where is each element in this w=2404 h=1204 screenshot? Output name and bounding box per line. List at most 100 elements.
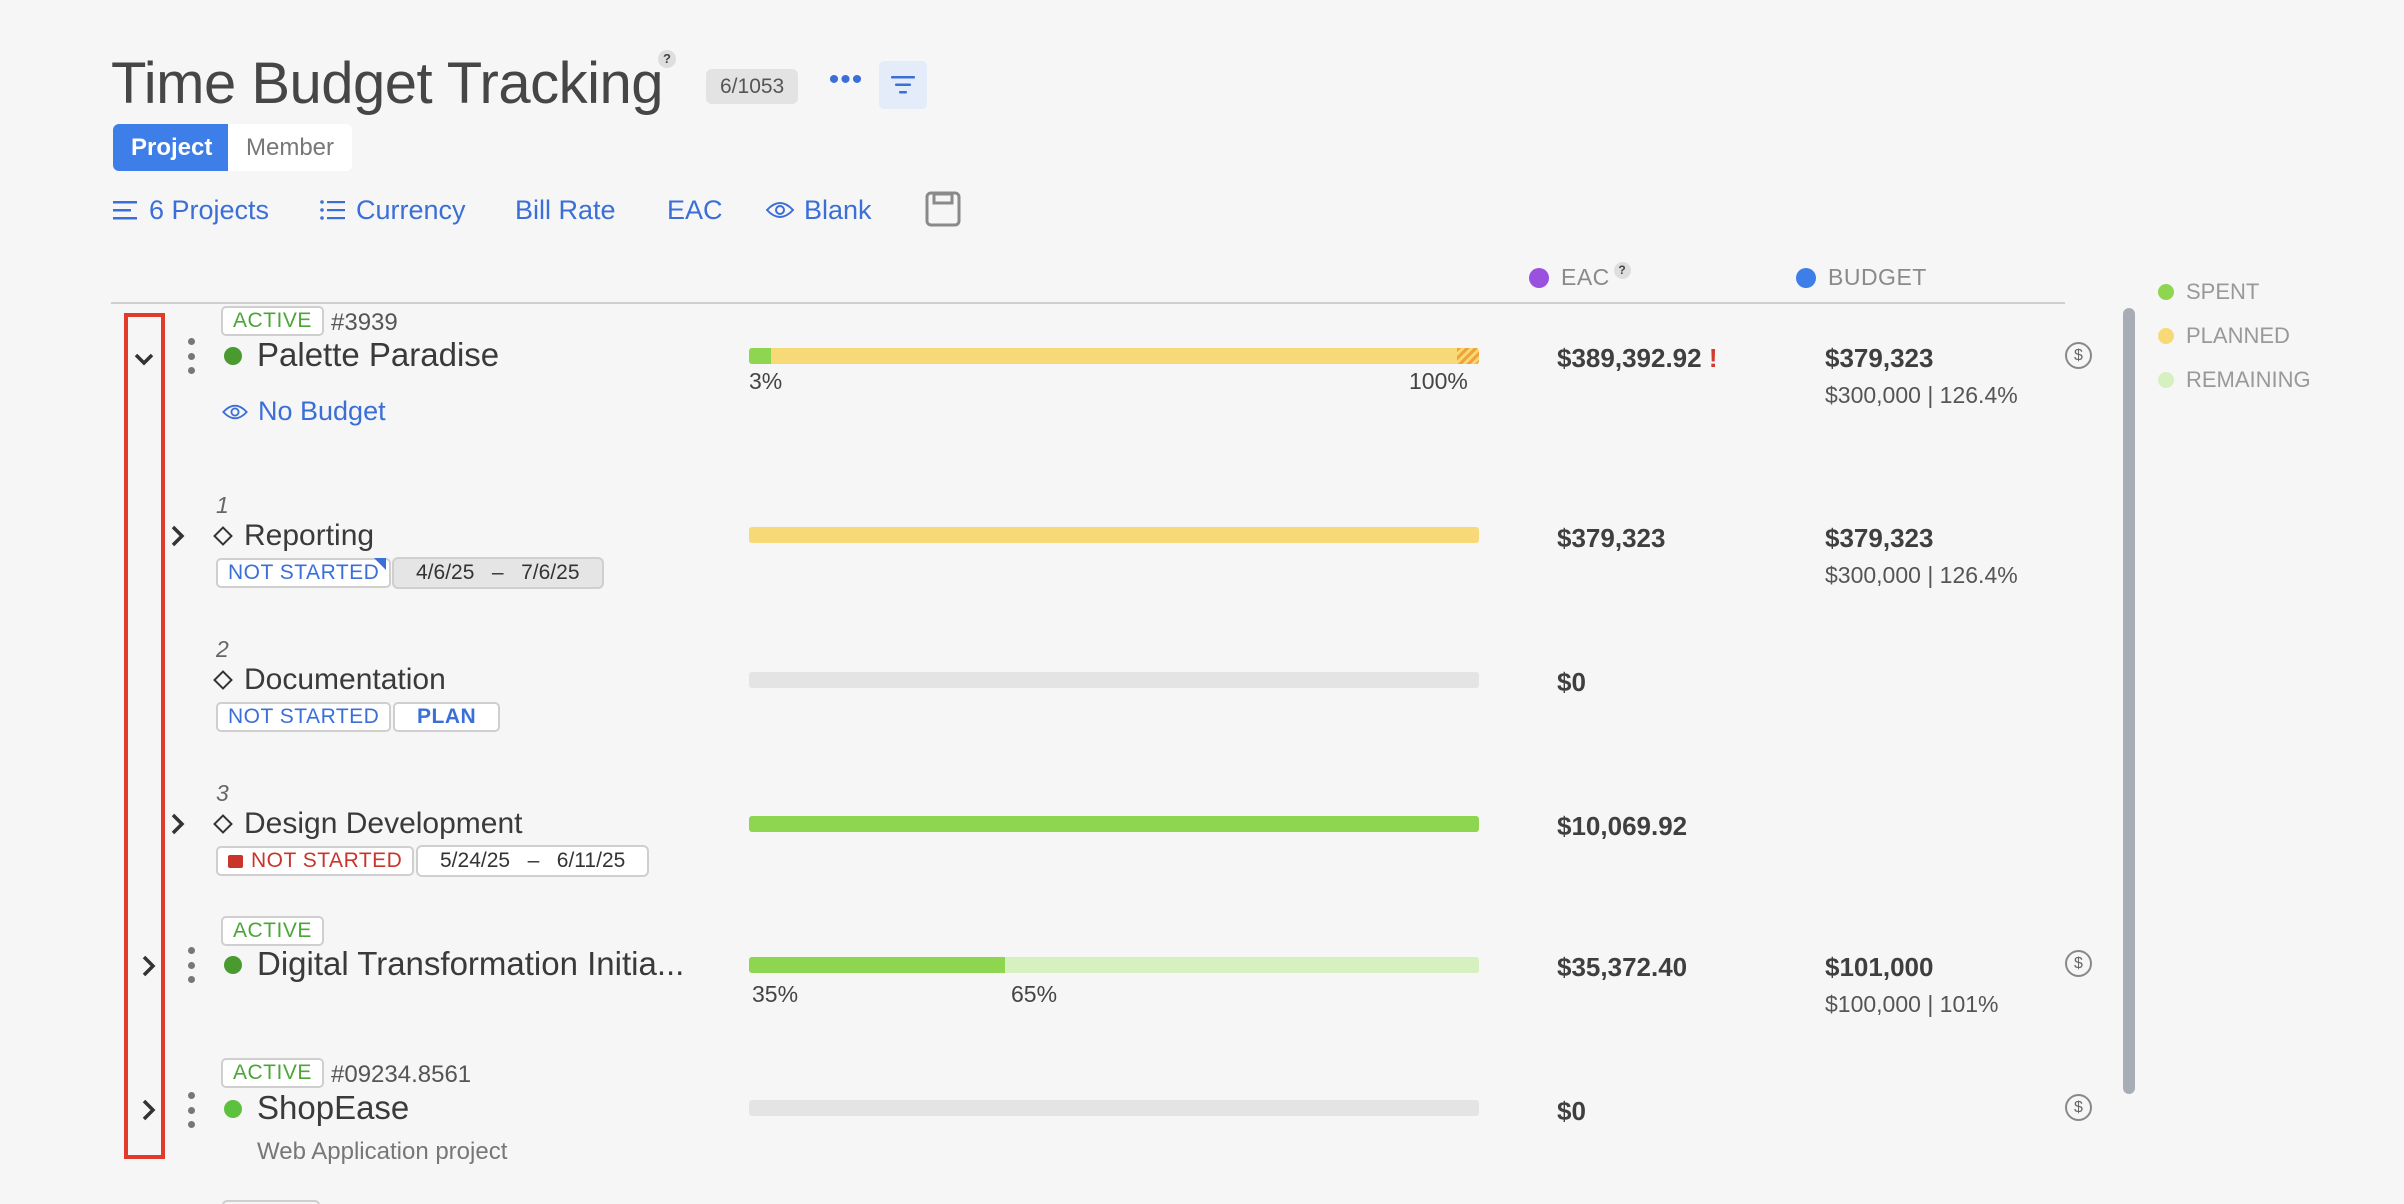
project-name[interactable]: Digital Transformation Initia...: [257, 945, 685, 982]
currency-selector[interactable]: Currency: [320, 190, 466, 230]
row-menu-icon[interactable]: [186, 947, 196, 983]
save-view-button[interactable]: [925, 191, 961, 232]
project-description: Web Application project: [257, 1138, 508, 1165]
phase-date-range[interactable]: 4/6/25 – 7/6/25: [392, 557, 604, 589]
bar-spent-segment: [749, 957, 1005, 973]
budget-column-label: BUDGET: [1828, 264, 1927, 290]
bulleted-list-icon: [320, 200, 345, 220]
budget-value: $379,323: [1825, 523, 1934, 553]
chevron-right-icon[interactable]: [136, 953, 162, 979]
legend-planned-label: PLANNED: [2186, 323, 2290, 348]
dollar-icon[interactable]: $: [2065, 950, 2092, 977]
project-count-badge: 6/1053: [706, 69, 799, 104]
blank-toggle[interactable]: Blank: [766, 190, 872, 230]
bar-spent-segment: [749, 348, 771, 364]
phase-name[interactable]: Design Development: [212, 807, 522, 841]
help-icon[interactable]: ?: [658, 50, 676, 68]
project-id: #3939: [331, 309, 398, 336]
legend-spent: SPENT: [2158, 279, 2259, 305]
budget-detail: $300,000 | 126.4%: [1825, 382, 2018, 408]
vertical-scrollbar[interactable]: [2123, 308, 2135, 1094]
project-status-dot: [224, 1100, 242, 1118]
progress-bar[interactable]: [749, 348, 1479, 364]
progress-bar[interactable]: [749, 672, 1479, 688]
next-row-badge: [222, 1200, 320, 1204]
phase-date-separator: –: [491, 561, 504, 584]
filter-icon: [891, 76, 915, 94]
phase-name[interactable]: Documentation: [212, 663, 446, 697]
chevron-right-icon[interactable]: [165, 523, 191, 549]
phase-date-range[interactable]: 5/24/25 – 6/11/25: [416, 845, 650, 877]
eac-color-dot: [1529, 267, 1549, 288]
eac-column-label: EAC: [1561, 264, 1610, 290]
legend-remaining-dot: [2158, 372, 2174, 388]
progress-bar[interactable]: [749, 816, 1479, 832]
budget-detail: $100,000 | 101%: [1825, 991, 1999, 1017]
currency-selector-label: Currency: [356, 195, 466, 225]
plan-badge[interactable]: PLAN: [393, 702, 501, 732]
phase-date-end: 6/11/25: [556, 849, 626, 872]
bar-overrun-segment: [1457, 348, 1479, 364]
page-title: Time Budget Tracking: [111, 51, 664, 116]
archive-icon: [228, 854, 243, 868]
eac-column-header: EAC ?: [1529, 262, 1631, 291]
legend-spent-label: SPENT: [2186, 279, 2260, 304]
project-id: #09234.8561: [331, 1061, 472, 1088]
chevron-right-icon[interactable]: [165, 811, 191, 837]
phase-status-badge: NOT STARTED: [216, 702, 392, 732]
eac-amount: $389,392.92: [1557, 343, 1702, 373]
phase-status-badge: NOT STARTED: [216, 846, 415, 876]
no-budget-link[interactable]: No Budget: [222, 396, 386, 427]
projects-selector-label: 6 Projects: [149, 195, 270, 225]
diamond-icon: [213, 526, 233, 546]
row-menu-icon[interactable]: [186, 338, 196, 374]
view-toggle-member[interactable]: Member: [228, 124, 353, 171]
warning-icon: !: [1708, 343, 1718, 373]
chevron-right-icon[interactable]: [136, 1097, 162, 1123]
status-badge: ACTIVE: [221, 1058, 324, 1088]
budget-detail: $300,000 | 126.4%: [1825, 562, 2018, 588]
eye-icon: [766, 202, 794, 218]
eac-value: $0: [1557, 1096, 1586, 1126]
eac-help-icon[interactable]: ?: [1613, 262, 1631, 279]
projects-selector[interactable]: 6 Projects: [113, 190, 269, 230]
progress-bar[interactable]: [749, 527, 1479, 543]
eac-selector[interactable]: EAC: [667, 195, 723, 225]
progress-bar[interactable]: [749, 957, 1479, 973]
project-name[interactable]: ShopEase: [257, 1089, 410, 1126]
more-options-icon[interactable]: •••: [828, 63, 864, 96]
header-divider: [111, 302, 2065, 304]
phase-status-badge: NOT STARTED: [216, 558, 392, 588]
phase-name-label: Documentation: [244, 663, 446, 696]
view-toggle-project[interactable]: Project: [113, 124, 231, 171]
phase-number: 2: [216, 636, 229, 662]
chevron-down-icon[interactable]: [131, 346, 157, 372]
project-name[interactable]: Palette Paradise: [257, 336, 500, 373]
bill-rate-selector[interactable]: Bill Rate: [515, 195, 616, 225]
legend-remaining: REMAINING: [2158, 367, 2311, 393]
budget-value: $101,000: [1825, 952, 1934, 982]
legend-remaining-label: REMAINING: [2186, 367, 2311, 392]
phase-date-start: 4/6/25: [416, 561, 475, 584]
spent-percent: 3%: [749, 368, 783, 394]
remaining-percent: 65%: [1011, 981, 1058, 1007]
dollar-icon[interactable]: $: [2065, 342, 2092, 369]
progress-bar[interactable]: [749, 1100, 1479, 1116]
phase-name-label: Reporting: [244, 519, 375, 552]
legend-spent-dot: [2158, 284, 2174, 300]
budget-value: $379,323: [1825, 343, 1934, 373]
diamond-icon: [213, 670, 233, 690]
spent-percent: 35%: [752, 981, 799, 1007]
filter-button[interactable]: [879, 61, 927, 109]
phase-name[interactable]: Reporting: [212, 519, 374, 553]
row-menu-icon[interactable]: [186, 1092, 196, 1128]
phase-number: 1: [216, 492, 229, 518]
phase-number: 3: [216, 780, 229, 806]
status-badge: ACTIVE: [221, 916, 324, 946]
phase-name-label: Design Development: [244, 807, 523, 840]
expand-column-highlight: [124, 313, 165, 1159]
dollar-icon[interactable]: $: [2065, 1094, 2092, 1121]
budget-color-dot: [1796, 267, 1816, 288]
no-budget-label: No Budget: [258, 396, 386, 426]
legend-planned: PLANNED: [2158, 323, 2290, 349]
